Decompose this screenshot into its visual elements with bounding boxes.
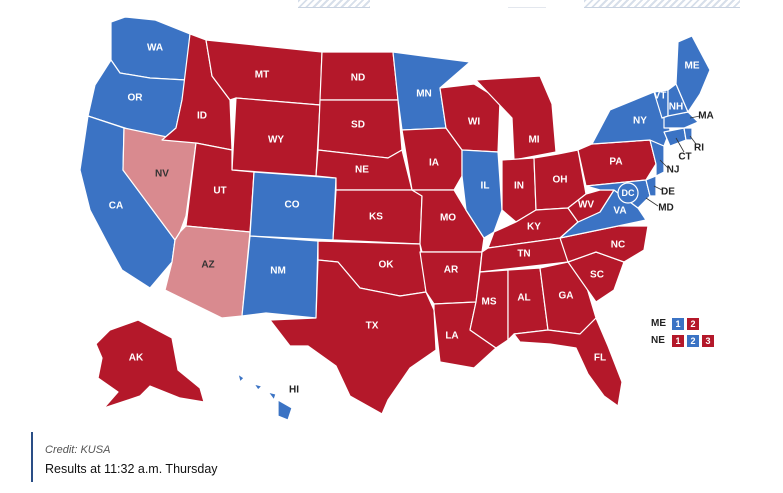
label-MN: MN xyxy=(416,89,432,100)
label-OK: OK xyxy=(379,260,395,271)
connector-de xyxy=(653,185,663,191)
label-WI: WI xyxy=(468,117,480,128)
connector-md xyxy=(645,197,659,207)
label-PA: PA xyxy=(609,157,622,168)
label-TN: TN xyxy=(517,249,530,260)
state-AK[interactable] xyxy=(95,319,205,409)
label-NV: NV xyxy=(155,169,169,180)
label-GA: GA xyxy=(559,291,574,302)
label-NH: NH xyxy=(669,102,683,113)
label-SD: SD xyxy=(351,120,365,131)
label-NE: NE xyxy=(355,165,369,176)
state-DC[interactable] xyxy=(617,182,639,204)
state-HI[interactable] xyxy=(237,373,293,421)
legend-district-me-2: 2 xyxy=(687,317,699,330)
label-NM: NM xyxy=(270,266,286,277)
label-MA: MA xyxy=(698,111,714,122)
legend-district-me-1: 1 xyxy=(672,317,684,330)
label-CT: CT xyxy=(678,152,691,163)
label-WY: WY xyxy=(268,135,284,146)
label-AR: AR xyxy=(444,265,459,276)
legend-state-ne: NE xyxy=(651,335,665,346)
connector-ct xyxy=(675,137,685,153)
label-DE: DE xyxy=(661,187,675,198)
label-NJ: NJ xyxy=(667,165,680,176)
label-ND: ND xyxy=(351,73,365,84)
state-NC[interactable] xyxy=(559,225,649,263)
label-CO: CO xyxy=(285,200,300,211)
legend-district-ne-1: 1 xyxy=(672,334,684,347)
label-SC: SC xyxy=(590,270,604,281)
label-IN: IN xyxy=(514,181,524,192)
connector-ma xyxy=(689,115,701,119)
label-KS: KS xyxy=(369,212,383,223)
election-map: WA OR CA NV ID MT WY UT AZ CO NM ND SD N… xyxy=(79,16,714,421)
label-MT: MT xyxy=(255,70,269,81)
label-IL: IL xyxy=(481,181,490,192)
label-AZ: AZ xyxy=(201,260,214,271)
label-ME: ME xyxy=(685,61,700,72)
state-DE[interactable] xyxy=(645,175,657,197)
state-AZ[interactable] xyxy=(164,225,251,319)
connector-nj xyxy=(659,159,669,169)
label-RI: RI xyxy=(694,143,704,154)
label-OH: OH xyxy=(553,175,568,186)
us-map-svg: WA OR CA NV ID MT WY UT AZ CO NM ND SD N… xyxy=(79,16,714,421)
label-UT: UT xyxy=(213,186,226,197)
label-IA: IA xyxy=(429,158,439,169)
state-ME[interactable] xyxy=(675,35,711,113)
header-decoration-left xyxy=(298,0,370,8)
legend-row-me: ME 1 2 xyxy=(651,316,714,331)
label-MO: MO xyxy=(440,213,456,224)
label-VT: VT xyxy=(654,91,667,102)
map-caption: Credit: KUSA Results at 11:32 a.m. Thurs… xyxy=(31,432,465,482)
state-NM[interactable] xyxy=(241,235,319,319)
state-IL[interactable] xyxy=(461,149,503,239)
legend-row-ne: NE 1 2 3 xyxy=(651,333,714,348)
split-vote-legend: ME 1 2 NE 1 2 3 xyxy=(651,316,714,350)
label-AL: AL xyxy=(517,293,530,304)
label-ID: ID xyxy=(197,111,207,122)
label-CA: CA xyxy=(109,201,123,212)
label-HI: HI xyxy=(289,385,299,396)
connector-ri xyxy=(689,135,697,145)
legend-district-ne-3: 3 xyxy=(702,334,714,347)
label-MS: MS xyxy=(482,297,497,308)
header-decoration-right xyxy=(584,0,740,8)
label-OR: OR xyxy=(128,93,144,104)
label-AK: AK xyxy=(129,353,144,364)
state-TX[interactable] xyxy=(269,259,437,415)
state-AR[interactable] xyxy=(419,251,483,305)
label-DC: DC xyxy=(622,188,635,198)
label-MI: MI xyxy=(528,135,539,146)
label-LA: LA xyxy=(445,331,458,342)
label-TX: TX xyxy=(366,321,379,332)
label-MD: MD xyxy=(658,203,674,214)
credit-text: Credit: KUSA xyxy=(45,444,111,456)
header-decoration-middle xyxy=(508,0,546,8)
label-WA: WA xyxy=(147,43,163,54)
label-WV: WV xyxy=(578,200,594,211)
label-FL: FL xyxy=(594,353,606,364)
results-timestamp: Results at 11:32 a.m. Thursday xyxy=(45,462,218,476)
legend-district-ne-2: 2 xyxy=(687,334,699,347)
label-NC: NC xyxy=(611,240,625,251)
state-MI[interactable] xyxy=(475,75,557,161)
label-NY: NY xyxy=(633,116,647,127)
state-FL[interactable] xyxy=(513,317,623,407)
state-RI[interactable] xyxy=(683,127,693,141)
legend-state-me: ME xyxy=(651,318,666,329)
label-KY: KY xyxy=(527,222,541,233)
label-VA: VA xyxy=(613,206,626,217)
